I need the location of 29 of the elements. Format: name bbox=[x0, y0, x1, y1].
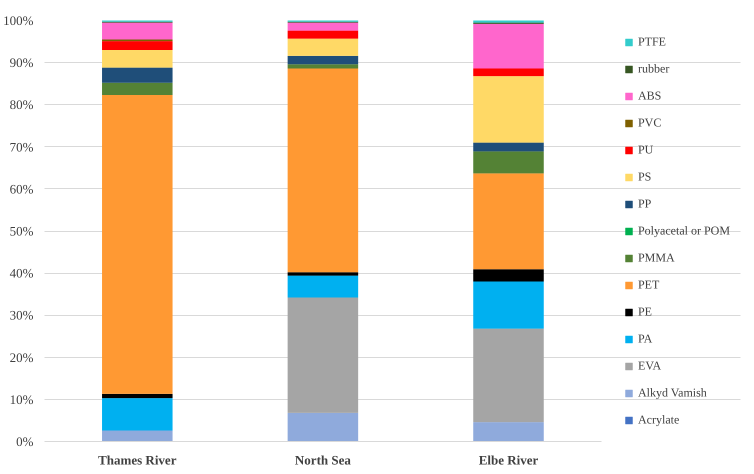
x-tick-label: Elbe River bbox=[478, 452, 539, 468]
y-tick-label: 20% bbox=[10, 350, 34, 365]
legend-label: PU bbox=[638, 142, 654, 157]
legend-label: Alkyd Vamish bbox=[638, 385, 707, 400]
legend-label: ABS bbox=[638, 88, 662, 103]
legend-label: PET bbox=[638, 277, 660, 292]
legend-label: PVC bbox=[638, 115, 662, 130]
y-tick-label: 70% bbox=[10, 139, 34, 154]
y-tick-label: 100% bbox=[3, 13, 34, 28]
legend-label: PTFE bbox=[638, 34, 666, 49]
legend-label: rubber bbox=[638, 61, 670, 76]
x-tick-label: Thames River bbox=[98, 452, 177, 468]
y-tick-label: 0% bbox=[16, 434, 34, 449]
y-tick-label: 10% bbox=[10, 392, 34, 407]
legend-label: PMMA bbox=[638, 250, 675, 265]
y-tick-label: 90% bbox=[10, 55, 34, 70]
x-tick-label: North Sea bbox=[294, 452, 352, 468]
y-tick-label: 40% bbox=[10, 266, 34, 281]
y-tick-label: 30% bbox=[10, 308, 34, 323]
legend-label: PS bbox=[638, 169, 652, 184]
y-tick-label: 80% bbox=[10, 97, 34, 112]
legend-label: EVA bbox=[638, 358, 662, 373]
legend-label: PP bbox=[638, 196, 652, 211]
legend-label: PA bbox=[638, 331, 654, 346]
y-tick-label: 60% bbox=[10, 181, 34, 196]
legend-label: Acrylate bbox=[638, 412, 680, 427]
legend-label: PE bbox=[638, 304, 654, 319]
legend-label: Polyacetal or POM bbox=[638, 223, 730, 238]
y-tick-label: 50% bbox=[10, 224, 34, 238]
